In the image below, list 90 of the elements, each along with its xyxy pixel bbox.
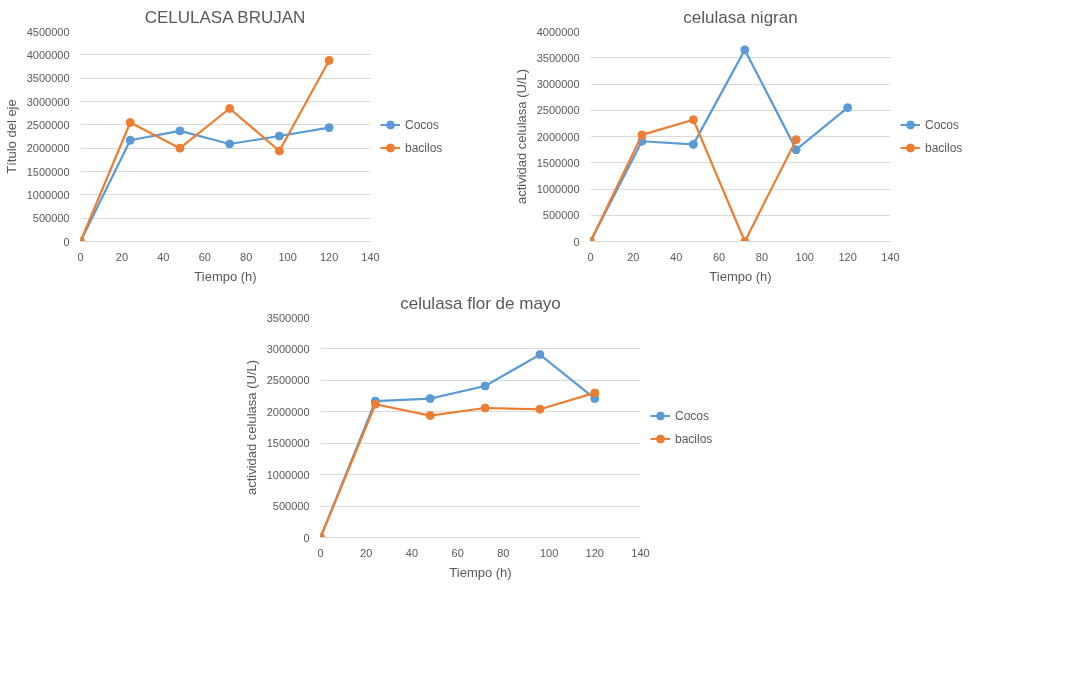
point xyxy=(480,403,490,413)
y-tick-label: 500000 xyxy=(272,500,310,513)
y-tick-label: 3500000 xyxy=(536,51,580,64)
y-tick-label: 500000 xyxy=(32,212,70,225)
y-tick-label: 2000000 xyxy=(536,130,580,143)
point xyxy=(274,146,284,156)
point xyxy=(843,103,853,113)
point xyxy=(425,411,435,421)
x-tick-label: 120 xyxy=(585,546,604,559)
legend-label: bacilos xyxy=(405,140,443,155)
x-tick-label: 120 xyxy=(319,250,339,263)
y-tick-label: 1000000 xyxy=(26,188,70,201)
x-tick-label: 60 xyxy=(451,546,464,559)
legend-label: Cocos xyxy=(925,117,960,132)
x-tick-label: 40 xyxy=(670,250,683,263)
legend-label: bacilos xyxy=(925,140,963,155)
point xyxy=(175,143,185,153)
point xyxy=(535,404,545,414)
chart-title: celulasa flor de mayo xyxy=(400,293,561,313)
y-tick-label: 1500000 xyxy=(26,165,70,178)
y-tick-label: 2500000 xyxy=(536,104,580,117)
y-tick-label: 2000000 xyxy=(26,142,70,155)
point xyxy=(324,123,334,133)
y-tick-label: 4500000 xyxy=(26,25,70,38)
point xyxy=(791,135,801,145)
y-tick-label: 0 xyxy=(63,235,70,248)
point xyxy=(225,139,235,149)
x-tick-label: 100 xyxy=(795,250,814,263)
point xyxy=(590,388,600,398)
x-tick-label: 20 xyxy=(115,250,129,263)
y-tick-label: 0 xyxy=(303,531,310,544)
point xyxy=(480,381,490,391)
point xyxy=(324,55,334,65)
legend-label: Cocos xyxy=(405,117,440,132)
x-axis-title: Tiempo (h) xyxy=(709,268,772,284)
point xyxy=(274,131,284,141)
point xyxy=(688,139,698,149)
y-tick-label: 1000000 xyxy=(266,468,310,481)
x-tick-label: 80 xyxy=(240,250,253,263)
x-tick-label: 0 xyxy=(317,546,324,559)
x-tick-label: 0 xyxy=(77,250,84,263)
point xyxy=(688,115,698,125)
y-tick-label: 4000000 xyxy=(536,25,580,38)
y-axis-title: actividad celulasa (U/L) xyxy=(513,68,529,205)
y-tick-label: 2500000 xyxy=(26,118,70,131)
x-tick-label: 20 xyxy=(627,250,640,263)
y-axis-title: actividad celulasa (U/L) xyxy=(243,359,259,496)
x-tick-label: 20 xyxy=(360,546,373,559)
x-tick-label: 140 xyxy=(881,250,900,263)
x-axis-title: Tiempo (h) xyxy=(194,268,257,284)
y-tick-label: 3500000 xyxy=(26,72,70,85)
point xyxy=(637,130,647,140)
x-tick-label: 80 xyxy=(755,250,769,263)
y-tick-label: 3000000 xyxy=(536,78,580,90)
y-tick-label: 1000000 xyxy=(536,183,580,195)
x-axis-title: Tiempo (h) xyxy=(449,564,512,580)
x-tick-label: 40 xyxy=(157,250,170,263)
point xyxy=(425,394,435,404)
point xyxy=(740,45,750,55)
x-tick-label: 40 xyxy=(405,546,419,559)
point xyxy=(175,126,185,136)
y-tick-label: 500000 xyxy=(542,209,580,222)
point xyxy=(791,145,801,155)
y-tick-label: 0 xyxy=(573,235,580,248)
y-tick-label: 4000000 xyxy=(26,48,70,61)
legend-label: Cocos xyxy=(675,408,710,423)
y-tick-label: 1500000 xyxy=(536,156,580,169)
x-tick-label: 100 xyxy=(278,250,297,263)
x-tick-label: 60 xyxy=(712,250,726,263)
x-tick-label: 60 xyxy=(198,250,211,263)
legend-label: bacilos xyxy=(675,431,713,446)
x-tick-label: 120 xyxy=(838,250,857,263)
chart-title: celulasa nigran xyxy=(683,7,798,27)
chart-title: CELULASA BRUJAN xyxy=(144,7,306,27)
y-axis-title: Título del eje xyxy=(3,99,19,174)
x-tick-label: 140 xyxy=(631,546,650,559)
point xyxy=(535,350,545,360)
x-tick-label: 0 xyxy=(587,250,594,263)
y-tick-label: 2500000 xyxy=(266,374,310,387)
y-tick-label: 3000000 xyxy=(26,95,70,108)
point xyxy=(125,135,135,145)
x-tick-label: 80 xyxy=(497,546,510,559)
x-tick-label: 100 xyxy=(539,546,559,559)
point xyxy=(125,118,135,127)
y-tick-label: 1500000 xyxy=(266,437,310,450)
y-tick-label: 3500000 xyxy=(266,311,310,324)
x-tick-label: 140 xyxy=(361,250,380,263)
y-tick-label: 2000000 xyxy=(266,405,310,418)
point xyxy=(225,104,235,113)
y-tick-label: 3000000 xyxy=(266,342,310,355)
